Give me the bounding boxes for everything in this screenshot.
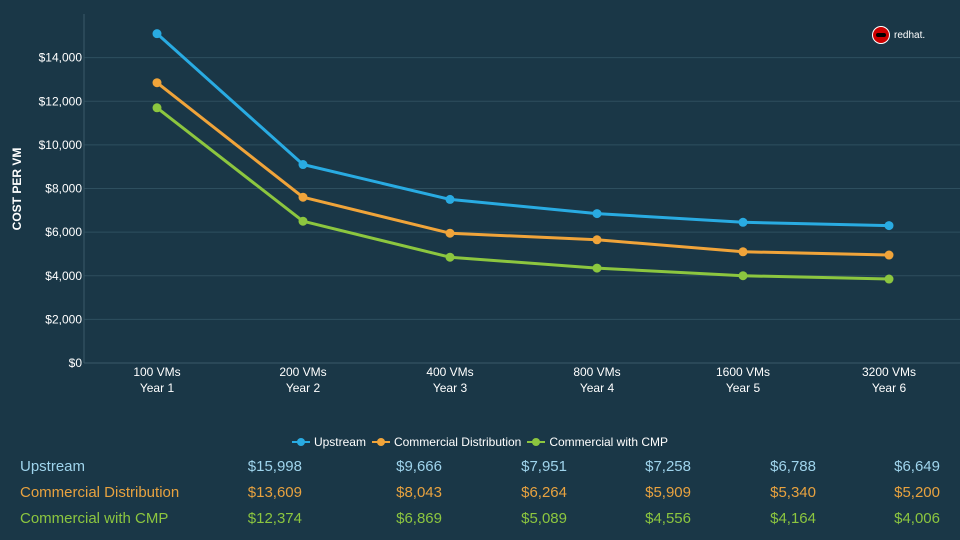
y-tick-label: $10,000 bbox=[39, 138, 83, 152]
data-point bbox=[152, 103, 162, 113]
row-label: Commercial with CMP bbox=[20, 510, 169, 527]
table-cell: $15,998 bbox=[247, 458, 302, 475]
x-tick-label: 400 VMs bbox=[426, 365, 473, 379]
table-cell: $12,374 bbox=[247, 510, 302, 527]
table-cell: $5,340 bbox=[770, 484, 816, 501]
y-tick-label: $8,000 bbox=[45, 182, 82, 196]
table-cell: $7,951 bbox=[521, 458, 567, 475]
x-tick-label-year: Year 6 bbox=[872, 381, 907, 395]
legend-label: Commercial Distribution bbox=[393, 435, 522, 449]
y-axis-title: COST PER VM bbox=[10, 148, 24, 231]
table-cell: $6,649 bbox=[894, 458, 940, 475]
data-point bbox=[738, 217, 748, 227]
x-tick-label: 800 VMs bbox=[573, 365, 620, 379]
line-chart: $0 $2,000 $4,000 $6,000 $8,000 $10,000 $12,000… bbox=[10, 14, 960, 395]
x-tick-label-year: Year 5 bbox=[726, 381, 761, 395]
y-tick-label: $4,000 bbox=[45, 269, 82, 283]
legend-marker-icon bbox=[371, 436, 390, 448]
legend-item: Commercial Distribution bbox=[371, 435, 522, 449]
table-cell: $6,788 bbox=[770, 458, 816, 475]
data-point bbox=[298, 160, 308, 170]
data-point bbox=[445, 228, 455, 238]
x-tick-label-year: Year 1 bbox=[140, 381, 175, 395]
table-row: Commercial Distribution $13,609 $8,043 $6,2… bbox=[0, 484, 960, 510]
table-cell: $5,909 bbox=[645, 484, 691, 501]
data-point bbox=[152, 78, 162, 88]
table-cell: $6,869 bbox=[396, 510, 442, 527]
table-cell: $4,164 bbox=[770, 510, 816, 527]
x-tick-label-year: Year 4 bbox=[580, 381, 615, 395]
table-cell: $9,666 bbox=[396, 458, 442, 475]
table-cell: $8,043 bbox=[396, 484, 442, 501]
data-point bbox=[298, 192, 308, 202]
series-line-0 bbox=[155, 32, 890, 228]
table-cell: $5,200 bbox=[894, 484, 940, 501]
table-cell: $13,609 bbox=[247, 484, 302, 501]
data-point bbox=[152, 29, 162, 39]
legend-marker-icon bbox=[527, 436, 546, 448]
x-tick-label: 100 VMs bbox=[133, 365, 180, 379]
y-tick-label: $14,000 bbox=[39, 51, 83, 65]
legend-item: Upstream bbox=[291, 435, 366, 449]
legend-item: Commercial with CMP bbox=[527, 435, 668, 449]
y-tick-label: $0 bbox=[69, 356, 83, 370]
y-tick-label: $2,000 bbox=[45, 312, 82, 326]
table-cell: $4,006 bbox=[894, 510, 940, 527]
redhat-logo: redhat. bbox=[872, 26, 925, 44]
series-line-2 bbox=[156, 106, 890, 281]
x-tick-label: 3200 VMs bbox=[862, 365, 916, 379]
x-tick-label: 200 VMs bbox=[279, 365, 326, 379]
row-label: Upstream bbox=[20, 458, 86, 475]
table-cell: $7,258 bbox=[645, 458, 691, 475]
legend-label: Commercial with CMP bbox=[549, 435, 669, 449]
data-point bbox=[592, 263, 602, 273]
legend-marker-icon bbox=[291, 436, 310, 448]
chart-legend: Upstream Commercial Distribution Commercia… bbox=[0, 435, 960, 451]
x-tick-label-year: Year 2 bbox=[286, 381, 321, 395]
data-point bbox=[884, 274, 894, 284]
table-row: Upstream $15,998 $9,666 $7,951 $7,258 $6,788 $… bbox=[0, 458, 960, 484]
row-label: Commercial Distribution bbox=[20, 484, 180, 501]
data-point bbox=[738, 271, 748, 281]
table-row: Commercial with CMP $12,374 $6,869 $5,089 $4… bbox=[0, 510, 960, 536]
x-tick-label-year: Year 3 bbox=[433, 381, 468, 395]
y-tick-label: $6,000 bbox=[45, 225, 82, 239]
y-tick-label: $12,000 bbox=[39, 94, 83, 108]
table-cell: $4,556 bbox=[645, 510, 691, 527]
data-point bbox=[738, 247, 748, 257]
data-point bbox=[592, 209, 602, 219]
data-point bbox=[884, 221, 894, 231]
logo-text: redhat. bbox=[894, 29, 926, 41]
series-line-1 bbox=[156, 81, 890, 257]
legend-label: Upstream bbox=[313, 435, 366, 449]
table-cell: $6,264 bbox=[521, 484, 567, 501]
data-point bbox=[884, 250, 894, 260]
data-point bbox=[445, 194, 455, 204]
data-point bbox=[445, 252, 455, 262]
data-point bbox=[298, 216, 308, 226]
data-point bbox=[592, 235, 602, 245]
table-cell: $5,089 bbox=[521, 510, 567, 527]
x-tick-label: 1600 VMs bbox=[716, 365, 770, 379]
redhat-hat-icon bbox=[872, 26, 890, 44]
